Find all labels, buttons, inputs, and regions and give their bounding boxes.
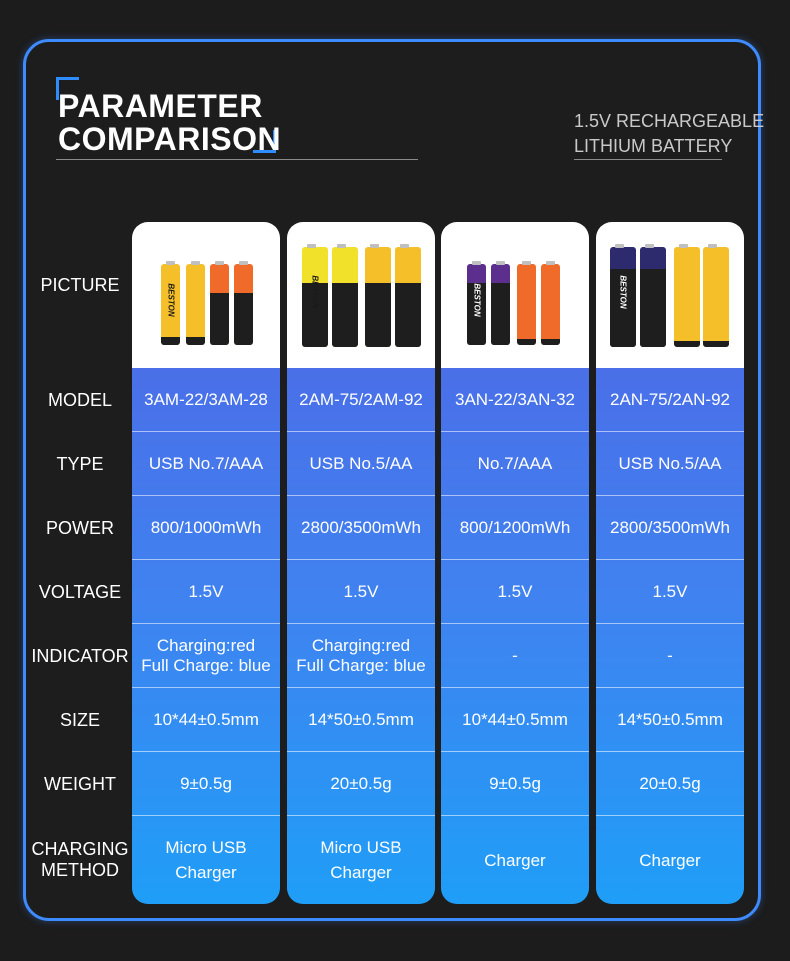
indicator-line-1: Charging:red	[156, 635, 256, 655]
indicator-cell: Charging:red Full Charge: blue	[287, 624, 435, 688]
row-label-power: POWER	[45, 517, 114, 538]
product-picture-3: BESTON	[441, 222, 589, 368]
voltage-cell: 1.5V	[596, 560, 744, 624]
size-cell: 10*44±0.5mm	[441, 688, 589, 752]
type-cell: No.7/AAA	[441, 432, 589, 496]
battery-yellow-icon	[186, 261, 205, 345]
charging-line-1: Charger	[484, 850, 546, 870]
charging-method-cell: Charger	[441, 816, 589, 904]
row-label-voltage: VOLTAGE	[38, 581, 122, 602]
type-cell: USB No.5/AA	[596, 432, 744, 496]
charging-method-cell: Micro USB Charger	[287, 816, 435, 904]
charging-line-1: Micro USB	[165, 838, 247, 857]
battery-gold-icon	[395, 244, 421, 347]
page-title: PARAMETER COMPARISON	[58, 90, 281, 156]
power-cell: 2800/3500mWh	[596, 496, 744, 560]
model-cell: 2AM-75/2AM-92	[287, 368, 435, 432]
title-divider	[56, 159, 418, 160]
product-column-4: BESTON 2AN-75/2AN-92 USB No.5/AA 2800/35…	[596, 222, 744, 904]
battery-gold-icon	[365, 244, 391, 347]
product-picture-4: BESTON	[596, 222, 744, 368]
indicator-cell: -	[596, 624, 744, 688]
type-cell: USB No.7/AAA	[132, 432, 280, 496]
indicator-line-1: -	[512, 645, 518, 665]
battery-gold-icon	[703, 244, 729, 347]
size-cell: 10*44±0.5mm	[132, 688, 280, 752]
charging-method-cell: Micro USB Charger	[132, 816, 280, 904]
indicator-line-2: Full Charge: blue	[141, 655, 271, 675]
size-cell: 14*50±0.5mm	[596, 688, 744, 752]
row-label-weight: WEIGHT	[44, 773, 116, 794]
subtitle-divider	[574, 159, 722, 160]
battery-purple-icon	[491, 261, 510, 345]
indicator-line-1: -	[667, 645, 673, 665]
weight-cell: 9±0.5g	[132, 752, 280, 816]
power-cell: 800/1000mWh	[132, 496, 280, 560]
battery-orange-icon	[234, 261, 253, 345]
battery-yellow-icon: BESTON	[302, 244, 328, 347]
row-label-indicator: INDICATOR	[31, 645, 129, 666]
battery-gold-icon	[674, 244, 700, 347]
row-label-picture: PICTURE	[40, 274, 120, 295]
product-column-2: BESTON 2AM-75/2AM-92 USB No.5/AA 2800/35…	[287, 222, 435, 904]
model-cell: 2AN-75/2AN-92	[596, 368, 744, 432]
charging-line-2: Charger	[175, 863, 237, 882]
power-cell: 800/1200mWh	[441, 496, 589, 560]
weight-cell: 9±0.5g	[441, 752, 589, 816]
battery-navy-icon: BESTON	[610, 244, 636, 347]
indicator-line-1: Charging:red	[311, 635, 411, 655]
row-label-charging-line-1: CHARGING	[31, 839, 129, 859]
title-bracket-top-left	[56, 77, 79, 100]
voltage-cell: 1.5V	[287, 560, 435, 624]
charging-method-cell: Charger	[596, 816, 744, 904]
title-line-1: PARAMETER	[58, 88, 263, 124]
subtitle: 1.5V RECHARGEABLE LITHIUM BATTERY	[574, 109, 764, 159]
battery-navy-icon	[640, 244, 666, 347]
title-line-2: COMPARISON	[58, 121, 282, 157]
type-cell: USB No.5/AA	[287, 432, 435, 496]
voltage-cell: 1.5V	[132, 560, 280, 624]
subtitle-line-2: LITHIUM BATTERY	[574, 136, 733, 156]
product-column-3: BESTON 3AN-22/3AN-32 No.7/AAA 800/1200mW…	[441, 222, 589, 904]
subtitle-line-1: 1.5V RECHARGEABLE	[574, 111, 765, 131]
charging-line-2: Charger	[330, 863, 392, 882]
title-bracket-bottom-right	[253, 130, 276, 153]
charging-line-1: Micro USB	[320, 838, 402, 857]
row-label-size: SIZE	[59, 709, 100, 730]
battery-orange-icon	[517, 261, 536, 345]
row-label-model: MODEL	[47, 389, 112, 410]
battery-orange-icon	[541, 261, 560, 345]
weight-cell: 20±0.5g	[596, 752, 744, 816]
product-column-1: BESTON 3AM-22/3AM-28 USB No.7/AAA 800/10…	[132, 222, 280, 904]
row-label-type: TYPE	[56, 453, 104, 474]
voltage-cell: 1.5V	[441, 560, 589, 624]
charging-line-1: Charger	[639, 850, 701, 870]
indicator-line-2: Full Charge: blue	[296, 655, 426, 675]
product-picture-1: BESTON	[132, 222, 280, 368]
row-label-charging-method: CHARGING METHOD	[30, 816, 130, 904]
battery-yellow-icon	[332, 244, 358, 347]
indicator-cell: Charging:red Full Charge: blue	[132, 624, 280, 688]
battery-orange-icon	[210, 261, 229, 345]
model-cell: 3AM-22/3AM-28	[132, 368, 280, 432]
product-picture-2: BESTON	[287, 222, 435, 368]
size-cell: 14*50±0.5mm	[287, 688, 435, 752]
power-cell: 2800/3500mWh	[287, 496, 435, 560]
model-cell: 3AN-22/3AN-32	[441, 368, 589, 432]
row-label-charging-line-2: METHOD	[41, 860, 119, 880]
weight-cell: 20±0.5g	[287, 752, 435, 816]
battery-yellow-icon: BESTON	[161, 261, 180, 345]
indicator-cell: -	[441, 624, 589, 688]
battery-purple-icon: BESTON	[467, 261, 486, 345]
